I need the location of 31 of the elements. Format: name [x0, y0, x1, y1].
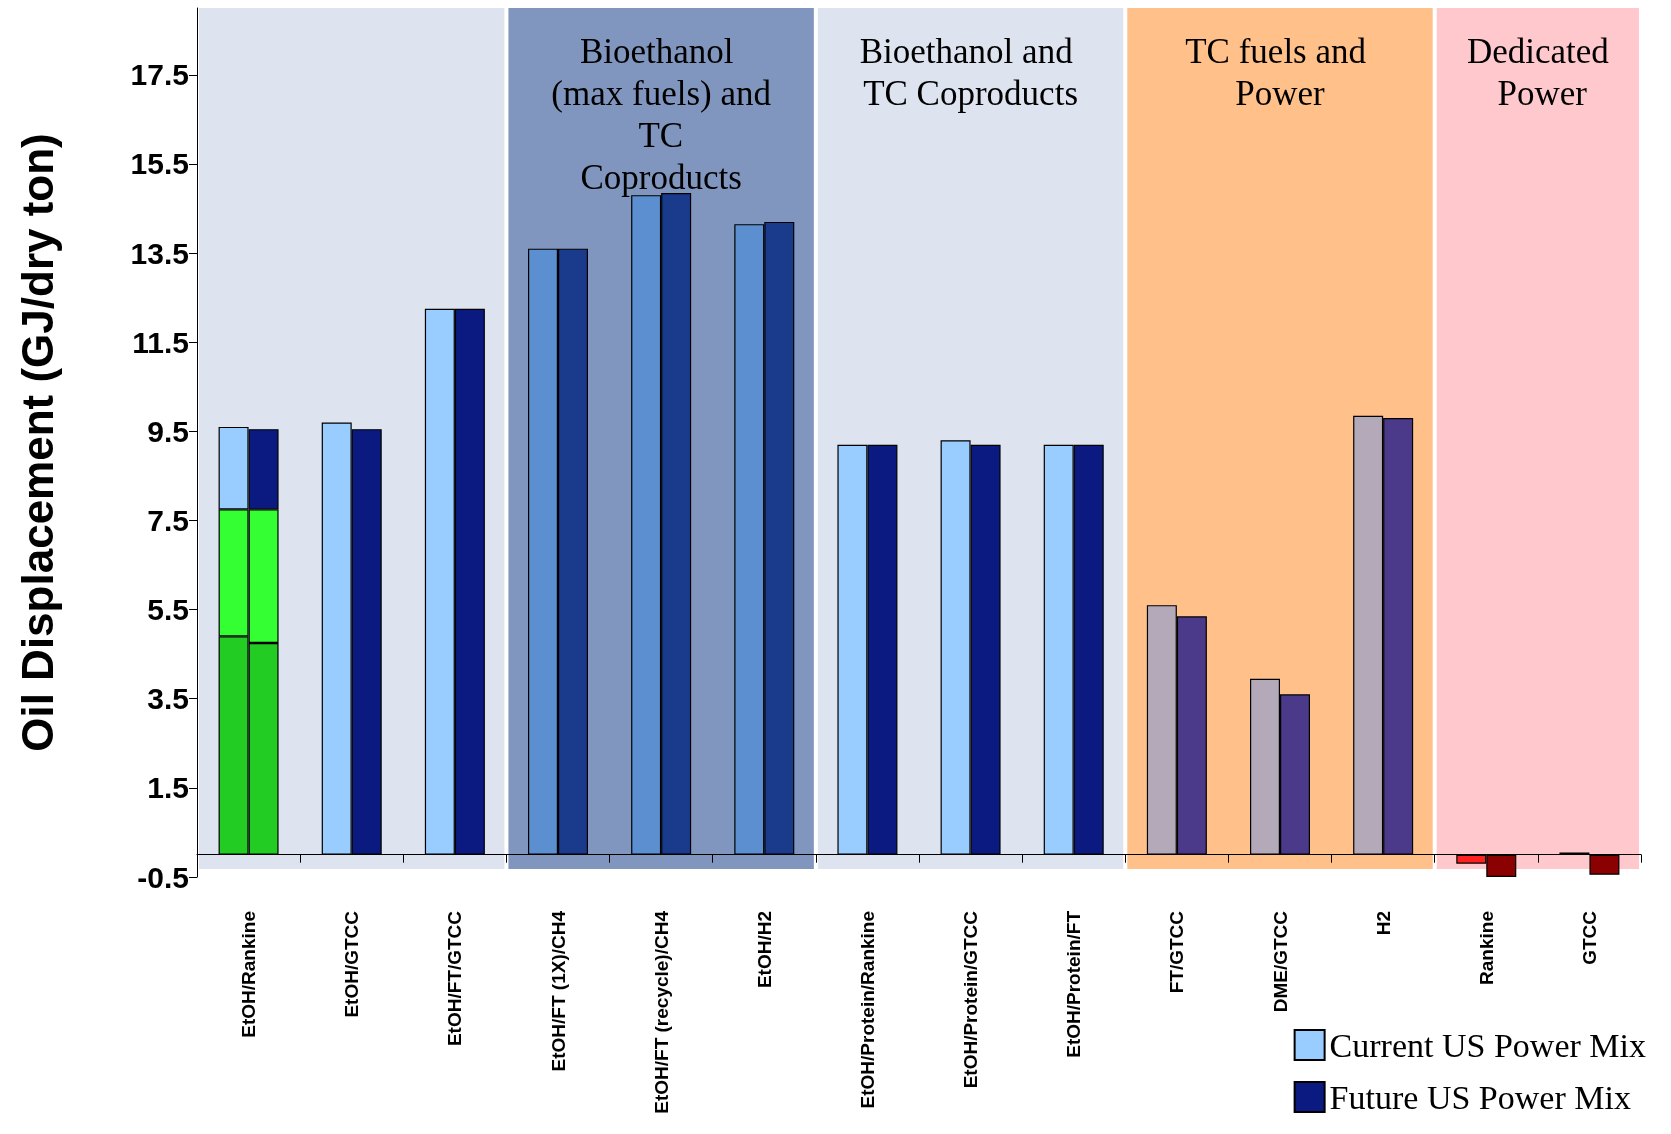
x-tick-label: EtOH/Protein/FT [1063, 910, 1085, 1058]
x-tick-label: H2 [1372, 911, 1394, 936]
y-tick-label: 7.5 [147, 503, 189, 537]
x-tick-label: EtOH/H2 [753, 911, 775, 989]
y-tick-label: 1.5 [147, 771, 189, 805]
x-tick-label: EtOH/Protein/GTCC [960, 910, 982, 1089]
y-tick-label: 15.5 [130, 147, 189, 181]
y-tick-label: 13.5 [130, 236, 189, 270]
y-axis-title: Oil Displacement (GJ/dry ton) [12, 133, 62, 752]
x-tick-label: FT/GTCC [1166, 910, 1188, 994]
y-tick-label: 17.5 [130, 58, 189, 92]
y-tick-label: -0.5 [137, 860, 189, 894]
x-tick-label: EtOH/GTCC [341, 910, 363, 1018]
x-tick-label: EtOH/Rankine [238, 911, 260, 1038]
band-label: Bioethanol (max fuels) and TC Coproducts [551, 31, 772, 197]
legend-label: Future US Power Mix [1329, 1078, 1631, 1116]
y-tick-label: 11.5 [132, 325, 189, 359]
y-tick-label: 5.5 [147, 593, 189, 627]
x-tick-label: GTCC [1578, 910, 1600, 965]
legend-label: Current US Power Mix [1329, 1026, 1647, 1064]
y-tick-label: 3.5 [147, 682, 189, 716]
x-tick-label: Rankine [1475, 911, 1497, 985]
x-tick-label: EtOH/FT/GTCC [444, 910, 466, 1047]
band-label: TC fuels and Power [1185, 31, 1375, 113]
y-tick-label: 9.5 [147, 414, 189, 448]
band-label: Bioethanol and TC Coproducts [859, 31, 1082, 113]
x-tick-label: EtOH/Protein/Rankine [856, 911, 878, 1109]
x-tick-label: DME/GTCC [1269, 910, 1291, 1013]
band-label: Dedicated Power [1466, 31, 1610, 113]
x-tick-label: EtOH/FT (recycle)/CH4 [650, 910, 672, 1114]
x-tick-label: EtOH/FT (1X)/CH4 [547, 910, 569, 1072]
